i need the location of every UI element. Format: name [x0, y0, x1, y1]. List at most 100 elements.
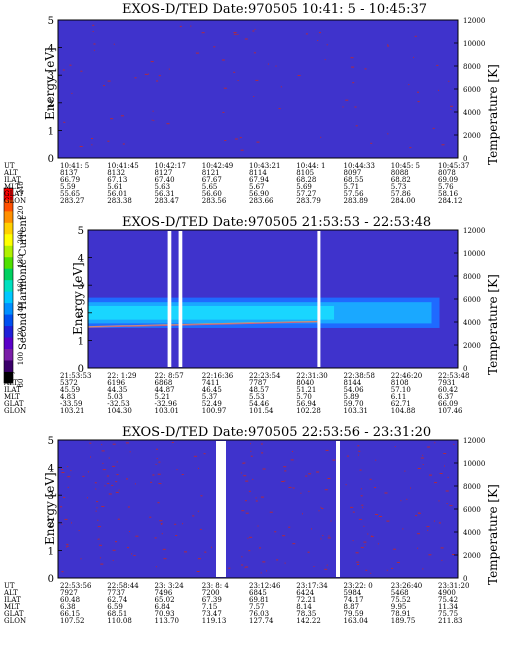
y2tick-label: 10000: [463, 460, 485, 468]
speckle-dot: [422, 454, 424, 456]
speckle-dot: [359, 469, 362, 471]
speckle-dot: [228, 567, 231, 569]
y2tick-label: 8000: [463, 273, 481, 281]
speckle-dot: [408, 84, 410, 86]
speckle-dot: [439, 473, 443, 474]
speckle-dot: [321, 508, 324, 509]
speckle-dot: [252, 478, 254, 480]
speckle-dot: [90, 456, 91, 458]
orbit-value: 67.13: [107, 176, 127, 184]
colorbar-swatch: [4, 360, 13, 372]
speckle-dot: [245, 480, 249, 482]
data-gap: [216, 441, 226, 577]
colorbar-tick-label: 120: [17, 328, 25, 341]
colorbar-swatch: [4, 210, 13, 223]
orbit-value: 103.31: [344, 407, 369, 415]
colorbar-tick-label: 240: [17, 181, 25, 194]
speckle-dot: [135, 535, 139, 537]
panel-3-data-gaps: [216, 441, 340, 577]
orbit-value: 10:43:21: [249, 162, 280, 170]
speckle-dot: [433, 520, 435, 522]
orbit-value: 6424: [296, 589, 314, 597]
orbit-value: -32.53: [107, 400, 129, 408]
speckle-dot: [283, 466, 287, 468]
speckle-dot: [155, 566, 157, 568]
speckle-dot: [400, 500, 402, 502]
speckle-dot: [370, 572, 372, 574]
colorbar-label: Second Harmonic Current: [18, 216, 29, 350]
speckle-dot: [125, 442, 129, 444]
speckle-dot: [67, 476, 71, 478]
orbit-value: 44.87: [155, 386, 175, 394]
orbit-value: 104.30: [107, 407, 132, 415]
y2tick-label: 4000: [463, 319, 481, 327]
speckle-dot: [350, 506, 354, 508]
orbit-value: 22:38:58: [344, 372, 375, 380]
orbit-value: 5.70: [296, 393, 312, 401]
speckle-dot: [379, 516, 382, 517]
speckle-dot: [133, 555, 136, 556]
speckle-dot: [157, 473, 161, 475]
speckle-dot: [356, 561, 360, 563]
orbit-value: 5372: [60, 379, 78, 387]
speckle-dot: [438, 522, 441, 524]
panel-1-yticks: 0 1 2 3 4 5: [48, 16, 62, 165]
speckle-dot: [417, 512, 421, 514]
speckle-dot: [107, 483, 110, 484]
orbit-value: 6.38: [60, 603, 76, 611]
speckle-dot: [417, 547, 419, 549]
speckle-dot: [62, 69, 65, 71]
ytick-label: 1: [48, 126, 54, 137]
orbit-value: 56.90: [249, 190, 269, 198]
speckle-dot: [150, 481, 153, 483]
speckle-dot: [80, 70, 83, 72]
orbit-row-label: GLAT: [4, 610, 24, 618]
panel-1-ylabel: Energy [eV]: [43, 47, 57, 120]
speckle-dot: [101, 506, 105, 507]
colorbar-tick-label: 80: [17, 379, 25, 388]
speckle-dot: [247, 537, 249, 539]
speckle-dot: [360, 547, 364, 549]
speckle-dot: [450, 109, 452, 110]
orbit-value: 7787: [249, 379, 267, 387]
speckle-dot: [101, 444, 103, 446]
speckle-dot: [111, 484, 114, 486]
speckle-dot: [239, 137, 242, 139]
data-gap: [167, 231, 172, 367]
ytick-label: 2: [48, 519, 54, 530]
panel-1: EXOS-D/TED Date:970505 10:41: 5 - 10:45:…: [3, 2, 500, 205]
speckle-dot: [118, 489, 120, 491]
speckle-dot: [375, 514, 378, 515]
orbit-row-label: ALT: [3, 589, 18, 597]
speckle-dot: [234, 138, 238, 140]
speckle-dot: [102, 462, 104, 464]
colorbar-swatch: [4, 291, 13, 304]
orbit-value: 283.66: [249, 197, 274, 205]
orbit-value: 75.52: [391, 596, 411, 604]
panel-2-y2label: Temperature [K]: [486, 274, 500, 375]
orbit-value: 8105: [296, 169, 314, 177]
orbit-value: 22: 8:57: [155, 372, 184, 380]
speckle-dot: [91, 138, 93, 139]
speckle-dot: [87, 497, 88, 499]
orbit-value: 8121: [202, 169, 220, 177]
speckle-dot: [98, 538, 100, 540]
speckle-dot: [266, 570, 268, 572]
speckle-dot: [112, 465, 116, 467]
orbit-value: 8127: [155, 169, 173, 177]
speckle-dot: [66, 543, 69, 545]
speckle-dot: [278, 108, 281, 110]
speckle-dot: [434, 442, 436, 444]
speckle-dot: [426, 526, 430, 528]
speckle-dot: [241, 564, 244, 566]
orbit-value: 67.40: [155, 176, 175, 184]
orbit-value: 211.83: [438, 617, 463, 625]
speckle-dot: [152, 474, 155, 476]
speckle-dot: [275, 65, 277, 67]
speckle-dot: [320, 136, 322, 138]
speckle-dot: [417, 533, 420, 535]
speckle-dot: [302, 513, 303, 515]
speckle-dot: [144, 73, 148, 75]
orbit-value: 10:41:45: [107, 162, 138, 170]
speckle-dot: [320, 538, 322, 540]
